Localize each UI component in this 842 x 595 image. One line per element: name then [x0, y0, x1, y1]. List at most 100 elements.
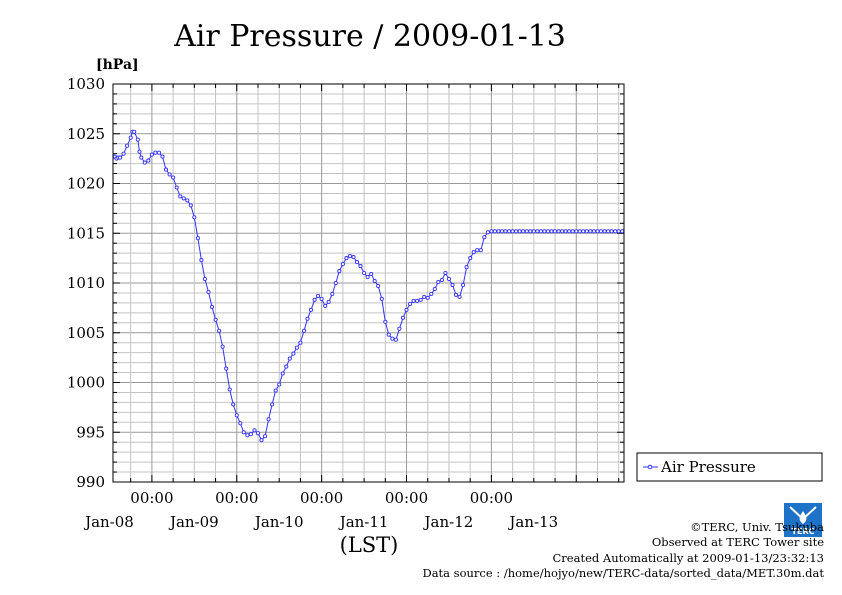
x-tick-label-time: 00:00: [215, 489, 258, 507]
credits-observed: Observed at TERC Tower site: [651, 535, 824, 550]
data-point: [528, 229, 533, 234]
data-point: [156, 150, 162, 155]
data-point: [128, 135, 133, 140]
data-point: [478, 248, 483, 253]
data-point: [450, 282, 455, 288]
data-point: [347, 254, 352, 259]
data-point: [383, 319, 388, 324]
data-point: [418, 297, 423, 302]
x-tick-labels: 00:00 00:00 00:00 00:00 00:00 Jan-08 Jan-09 Jan…: [83, 489, 558, 531]
data-point: [153, 150, 158, 155]
series-air-pressure: [112, 129, 625, 443]
credits-copyright: ©TERC, Univ. Tsukuba: [690, 520, 824, 534]
data-point: [273, 388, 278, 393]
data-point: [195, 236, 200, 241]
data-point: [245, 433, 250, 438]
data-point: [312, 297, 317, 302]
x-tick-label-time: 00:00: [130, 489, 173, 507]
data-point: [453, 292, 459, 297]
data-point: [280, 371, 285, 376]
data-point: [609, 229, 614, 234]
data-point: [248, 432, 253, 437]
data-point: [613, 229, 618, 234]
data-point: [379, 296, 384, 301]
data-point: [125, 143, 130, 148]
data-point: [616, 229, 621, 234]
data-point: [298, 340, 303, 345]
data-point: [337, 269, 342, 274]
y-tick-label: 1020: [67, 175, 105, 193]
data-point: [397, 326, 402, 331]
data-point: [284, 364, 289, 369]
y-tick-label: 1010: [67, 274, 105, 292]
data-point: [294, 345, 299, 350]
data-point: [308, 307, 314, 312]
data-point: [499, 229, 505, 234]
data-point: [118, 155, 123, 160]
data-point: [255, 431, 261, 436]
data-point: [252, 428, 257, 433]
data-point: [475, 248, 480, 253]
data-point: [415, 298, 420, 303]
data-point: [535, 229, 540, 234]
data-point: [351, 255, 356, 260]
grid: [113, 84, 624, 482]
data-point: [581, 229, 586, 234]
data-point: [425, 295, 430, 300]
data-point: [598, 229, 604, 234]
y-tick-label: 1005: [67, 324, 105, 342]
legend-box: [636, 452, 823, 482]
data-point: [595, 229, 600, 234]
data-point: [142, 160, 147, 165]
data-point: [305, 316, 310, 321]
y-tick-label: 1030: [67, 75, 105, 93]
data-point: [220, 344, 225, 349]
data-point: [393, 337, 398, 342]
data-point: [178, 194, 183, 199]
data-point: [386, 332, 391, 337]
data-point: [121, 151, 126, 156]
data-point: [354, 260, 360, 265]
data-point: [270, 402, 275, 407]
data-point: [606, 229, 611, 234]
data-point: [464, 265, 469, 270]
data-point: [567, 229, 572, 234]
data-point: [209, 304, 215, 309]
x-axis-label: (LST): [340, 533, 399, 557]
data-point: [489, 229, 494, 234]
data-point: [542, 229, 547, 234]
y-tick-label: 990: [76, 473, 105, 491]
data-point: [429, 291, 434, 296]
data-point: [411, 298, 416, 303]
data-point: [446, 276, 452, 282]
data-point: [408, 301, 413, 306]
data-point: [344, 256, 349, 261]
data-point: [149, 152, 154, 157]
data-point: [369, 271, 374, 277]
data-point: [507, 229, 512, 234]
data-point: [316, 293, 321, 298]
data-point: [549, 229, 554, 234]
y-tick-label: 1015: [67, 224, 105, 242]
data-point: [422, 294, 427, 299]
credits-created: Created Automatically at 2009-01-13/23:3…: [552, 550, 825, 565]
data-point: [231, 402, 236, 407]
data-point: [584, 229, 589, 234]
data-point: [326, 299, 331, 304]
data-point: [514, 229, 519, 234]
data-point: [185, 198, 190, 203]
data-point: [457, 294, 462, 299]
x-tick-label-day: Jan-08: [83, 513, 134, 531]
legend: Air Pressure: [636, 452, 823, 482]
data-point: [545, 229, 551, 234]
data-point: [591, 229, 596, 234]
plot-frame: [112, 83, 625, 483]
data-point: [167, 172, 172, 177]
terc-logo-text: TERC: [792, 527, 815, 536]
data-point: [390, 336, 395, 341]
y-tick-label: 1000: [67, 374, 105, 392]
data-point: [496, 229, 501, 234]
data-point: [259, 438, 264, 443]
data-point: [404, 307, 409, 312]
